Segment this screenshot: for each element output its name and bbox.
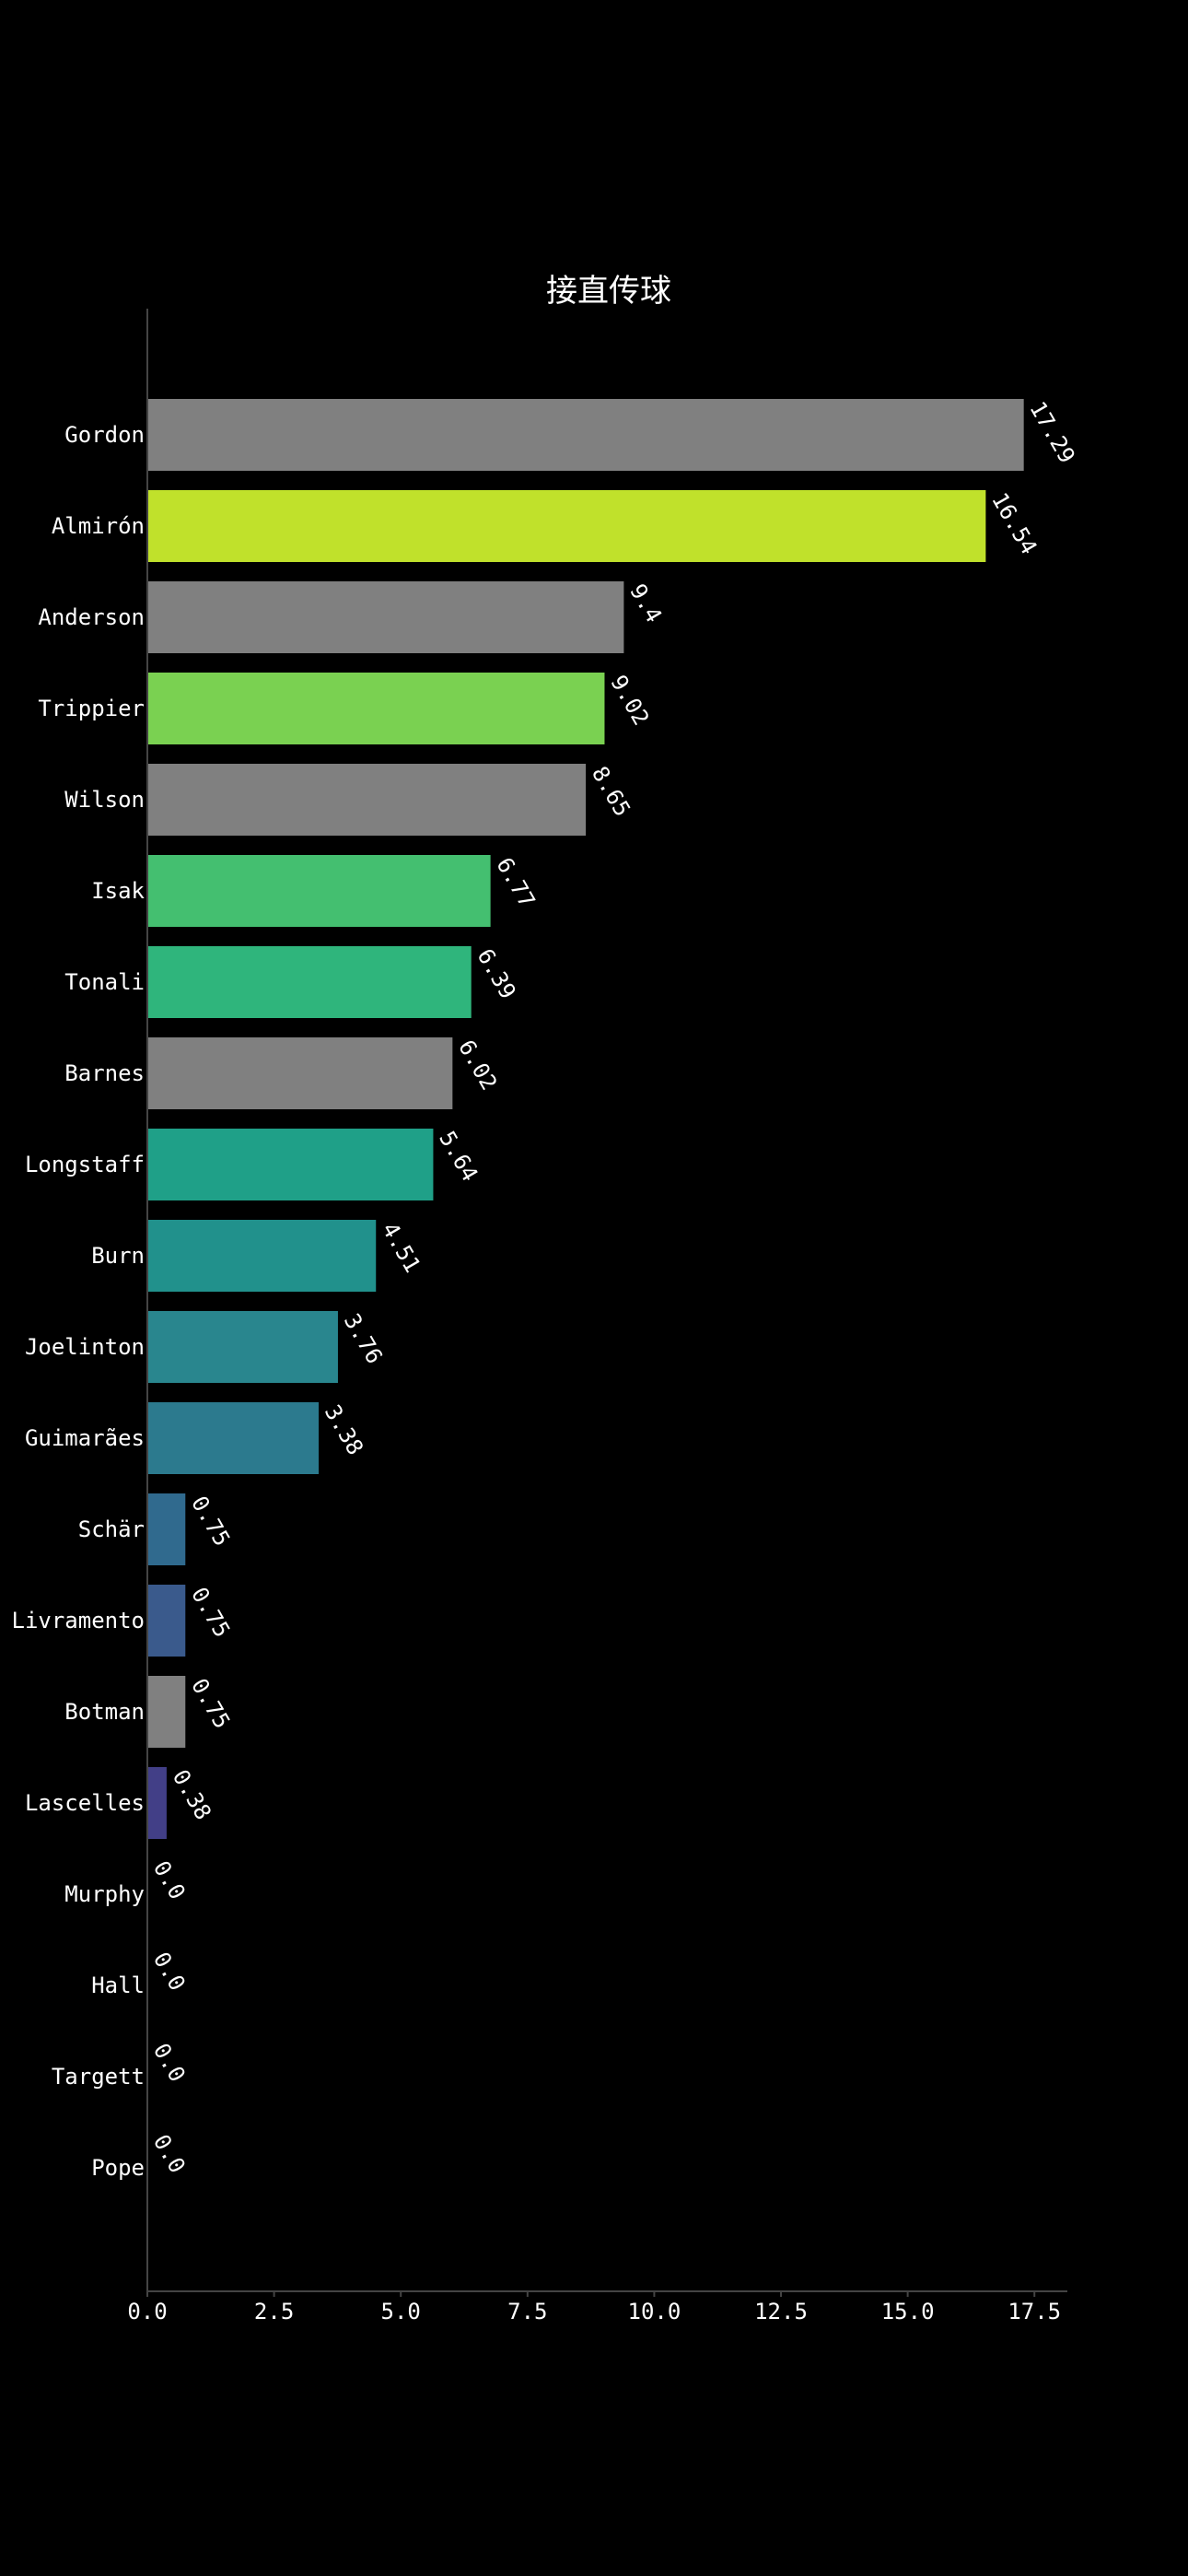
value-label: 17.29 — [1024, 397, 1079, 468]
category-label: Anderson — [38, 604, 145, 630]
value-label: 3.38 — [320, 1400, 368, 1459]
category-label: Hall — [91, 1973, 145, 1998]
axes — [146, 309, 1067, 2297]
value-label: 3.76 — [339, 1309, 388, 1368]
value-label: 6.77 — [491, 853, 540, 912]
value-label: 0.0 — [148, 1856, 191, 1904]
category-label: Longstaff — [25, 1152, 145, 1177]
category-label: Burn — [91, 1243, 145, 1269]
bar-longstaff — [147, 1129, 434, 1200]
bars-group — [147, 399, 1024, 1839]
bar-isak — [147, 855, 491, 927]
x-tick-label: 7.5 — [507, 2299, 547, 2324]
bar-joelinton — [147, 1311, 338, 1383]
value-label: 8.65 — [587, 762, 635, 821]
category-label: Lascelles — [25, 1790, 145, 1816]
category-label: Botman — [64, 1699, 145, 1725]
bar-anderson — [147, 581, 624, 653]
chart-title: 接直传球 — [546, 273, 671, 310]
category-labels: Gordon Almirón Anderson Trippier Wilson Isak T… — [12, 422, 146, 2181]
value-label: 0.75 — [186, 1674, 235, 1733]
category-label: Barnes — [64, 1060, 145, 1086]
x-tick-label: 12.5 — [754, 2299, 808, 2324]
category-label: Almirón — [52, 513, 145, 539]
category-label: Isak — [91, 878, 145, 904]
bar-gordon — [147, 399, 1024, 471]
x-tick-labels: 0.0 2.5 5.0 7.5 10.0 12.5 15.0 17.5 — [127, 2299, 1061, 2324]
x-tick-label: 17.5 — [1007, 2299, 1061, 2324]
bar-botman — [147, 1676, 186, 1748]
category-label: Guimarães — [25, 1425, 145, 1451]
bar-tonali — [147, 946, 472, 1018]
bar-livramento — [147, 1585, 186, 1657]
value-label: 0.75 — [186, 1492, 235, 1551]
value-label: 9.02 — [605, 671, 654, 730]
value-label: 6.02 — [453, 1036, 502, 1095]
x-tick-label: 0.0 — [127, 2299, 167, 2324]
category-label: Gordon — [64, 422, 145, 448]
category-label: Targett — [52, 2064, 145, 2090]
category-label: Wilson — [64, 787, 145, 813]
value-label: 6.39 — [472, 944, 521, 1003]
value-label: 0.0 — [148, 1948, 191, 1996]
value-label: 4.51 — [377, 1218, 425, 1277]
value-label: 0.38 — [168, 1765, 216, 1824]
category-label: Pope — [91, 2155, 145, 2181]
bar-trippier — [147, 673, 605, 744]
x-tick-label: 2.5 — [254, 2299, 294, 2324]
bar-wilson — [147, 764, 587, 836]
bar-burn — [147, 1220, 377, 1292]
bar-guimarães — [147, 1402, 320, 1474]
value-label: 5.64 — [434, 1127, 483, 1186]
bar-lascelles — [147, 1767, 167, 1839]
category-label: Schär — [78, 1516, 145, 1542]
bar-schär — [147, 1493, 186, 1565]
value-label: 16.54 — [986, 488, 1042, 559]
value-label: 0.75 — [186, 1583, 235, 1642]
category-label: Trippier — [38, 696, 145, 721]
x-tick-label: 5.0 — [381, 2299, 421, 2324]
category-label: Livramento — [12, 1608, 146, 1633]
value-label: 0.0 — [148, 2039, 191, 2087]
x-tick-label: 15.0 — [881, 2299, 935, 2324]
value-label: 0.0 — [148, 2130, 191, 2178]
category-label: Tonali — [64, 969, 145, 995]
category-label: Murphy — [64, 1881, 145, 1907]
bar-almirón — [147, 490, 986, 562]
category-label: Joelinton — [25, 1334, 145, 1360]
x-tick-label: 10.0 — [628, 2299, 681, 2324]
bar-barnes — [147, 1037, 453, 1109]
value-label: 9.4 — [624, 580, 667, 627]
